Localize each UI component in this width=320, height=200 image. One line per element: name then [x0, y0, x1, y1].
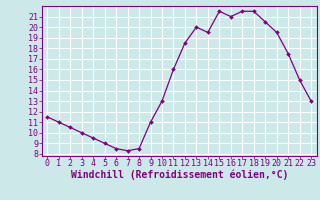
X-axis label: Windchill (Refroidissement éolien,°C): Windchill (Refroidissement éolien,°C)	[70, 170, 288, 180]
